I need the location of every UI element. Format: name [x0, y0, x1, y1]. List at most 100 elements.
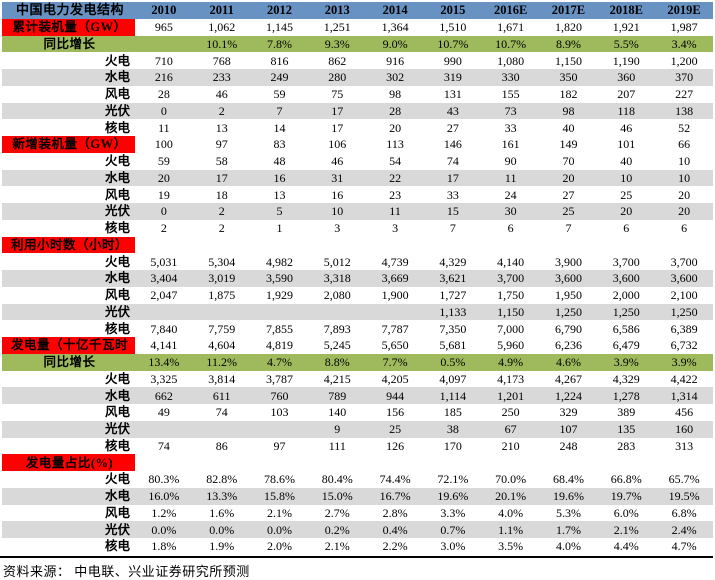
cell: 83	[273, 137, 286, 152]
cell	[250, 303, 309, 321]
table-row: 水电 16.0% 13.3% 15.8% 15.0% 16.7% 19.6% 20.1% 19.…	[2, 487, 713, 505]
cell: 6,479	[612, 338, 640, 353]
cell: 126	[386, 438, 405, 453]
cell: 789	[308, 387, 367, 404]
cell: 25	[620, 187, 633, 202]
row-label: 风电	[104, 505, 130, 520]
cell: 4,097	[439, 371, 467, 386]
cell: 280	[308, 69, 367, 86]
cell: 17	[331, 120, 344, 135]
cell: 74.4%	[379, 472, 411, 487]
cell: 135	[597, 420, 656, 438]
cell: 283	[617, 438, 636, 453]
cell	[135, 420, 193, 438]
cell: 3,019	[192, 270, 251, 287]
cell: 3,900	[554, 254, 582, 269]
cell: 4.9%	[481, 353, 540, 371]
cell: 5,960	[497, 338, 525, 353]
table-row: 核电 11 13 14 17 20 27 33 40 46 52	[2, 119, 713, 136]
cell: 4,173	[497, 371, 525, 386]
cell: 1,900	[381, 288, 409, 303]
cell	[597, 237, 655, 254]
table-row: 核电 1.8% 1.9% 2.0% 2.1% 2.2% 3.0% 3.5% 4.0% 4.4% 4.…	[2, 538, 713, 555]
cell: 3,590	[250, 270, 309, 287]
cell: 329	[559, 405, 578, 420]
cell: 1.9%	[209, 539, 235, 554]
cell: 5	[250, 203, 309, 220]
cell: 816	[270, 53, 289, 68]
cell: 2.1%	[597, 521, 656, 538]
cell: 3,814	[208, 371, 236, 386]
cell: 11	[366, 203, 424, 220]
cell: 5.3%	[555, 505, 581, 520]
cell: 2	[160, 221, 167, 236]
cell: 1,224	[539, 387, 598, 404]
cell: 4,329	[612, 371, 640, 386]
cell: 862	[328, 53, 347, 68]
cell: 4.4%	[613, 539, 639, 554]
cell: 2.0%	[266, 539, 292, 554]
cell: 10	[308, 203, 367, 220]
cell: 1,133	[423, 303, 482, 321]
cell: 965	[154, 20, 173, 35]
cell: 13.4%	[135, 353, 193, 371]
cell: 11	[481, 169, 540, 187]
cell: 2,100	[670, 288, 698, 303]
cell: 760	[250, 387, 309, 404]
cell: 3,600	[597, 270, 656, 287]
cell: 1,250	[655, 303, 713, 321]
year-header: 2011	[192, 2, 251, 19]
cell: 2,000	[612, 288, 640, 303]
cell: 118	[597, 102, 656, 120]
cell: 227	[675, 87, 694, 102]
cell: 15.8%	[250, 487, 309, 505]
year-header: 2016E	[481, 2, 540, 19]
cell: 20	[655, 203, 713, 220]
cell: 5,245	[323, 338, 351, 353]
cell: 1,510	[439, 20, 467, 35]
year-header: 2019E	[655, 2, 713, 19]
table-row: 水电 20 17 16 31 22 17 11 20 10 10	[2, 169, 713, 187]
cell: 360	[597, 69, 656, 86]
row-label: 水电	[2, 270, 135, 287]
cell: 7,787	[381, 321, 409, 336]
cell: 16.0%	[135, 487, 193, 505]
cell: 68.4%	[552, 472, 584, 487]
year-header: 2018E	[597, 2, 656, 19]
cell	[193, 454, 251, 471]
cell	[482, 454, 540, 471]
cell: 4,215	[323, 371, 351, 386]
row-label: 水电	[2, 169, 135, 187]
cell: 1,364	[381, 20, 409, 35]
cell: 4,329	[439, 254, 467, 269]
cell: 97	[273, 438, 286, 453]
cell: 1,250	[597, 303, 656, 321]
cell: 1,200	[670, 53, 698, 68]
cell: 161	[501, 137, 520, 152]
cell: 0.7%	[423, 521, 482, 538]
cell: 28	[157, 87, 170, 102]
cell: 58	[215, 154, 228, 169]
row-label: 核电	[104, 438, 130, 453]
cell: 38	[423, 420, 482, 438]
cell: 146	[443, 137, 462, 152]
cell: 13	[215, 120, 228, 135]
cell: 319	[423, 69, 482, 86]
cell: 19.6%	[423, 487, 482, 505]
table-title: 中国电力发电结构	[2, 2, 135, 19]
power-structure-table: 中国电力发电结构 2010 2011 2012 2013 2014 2015 2016E 201…	[2, 2, 713, 555]
cell: 1.7%	[539, 521, 598, 538]
cell	[366, 454, 424, 471]
table-row: 同比增长 13.4% 11.2% 4.7% 8.8% 7.7% 0.5% 4.9% 4.6% 3.…	[2, 353, 713, 371]
cell: 1,875	[208, 288, 236, 303]
year-header: 2010	[135, 2, 193, 19]
cell: 1,921	[612, 20, 640, 35]
cell: 330	[481, 69, 540, 86]
cell: 1	[276, 221, 283, 236]
cell: 1,750	[497, 288, 525, 303]
cell: 1,278	[597, 387, 656, 404]
cell: 4.7%	[250, 353, 309, 371]
cell: 7,000	[497, 321, 525, 336]
cell: 24	[504, 187, 517, 202]
